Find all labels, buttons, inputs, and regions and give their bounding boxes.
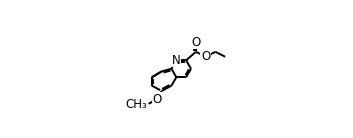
Text: CH₃: CH₃ — [125, 98, 147, 111]
Text: O: O — [191, 36, 201, 49]
Text: O: O — [152, 93, 161, 106]
Text: N: N — [172, 54, 181, 67]
Text: O: O — [201, 50, 210, 63]
